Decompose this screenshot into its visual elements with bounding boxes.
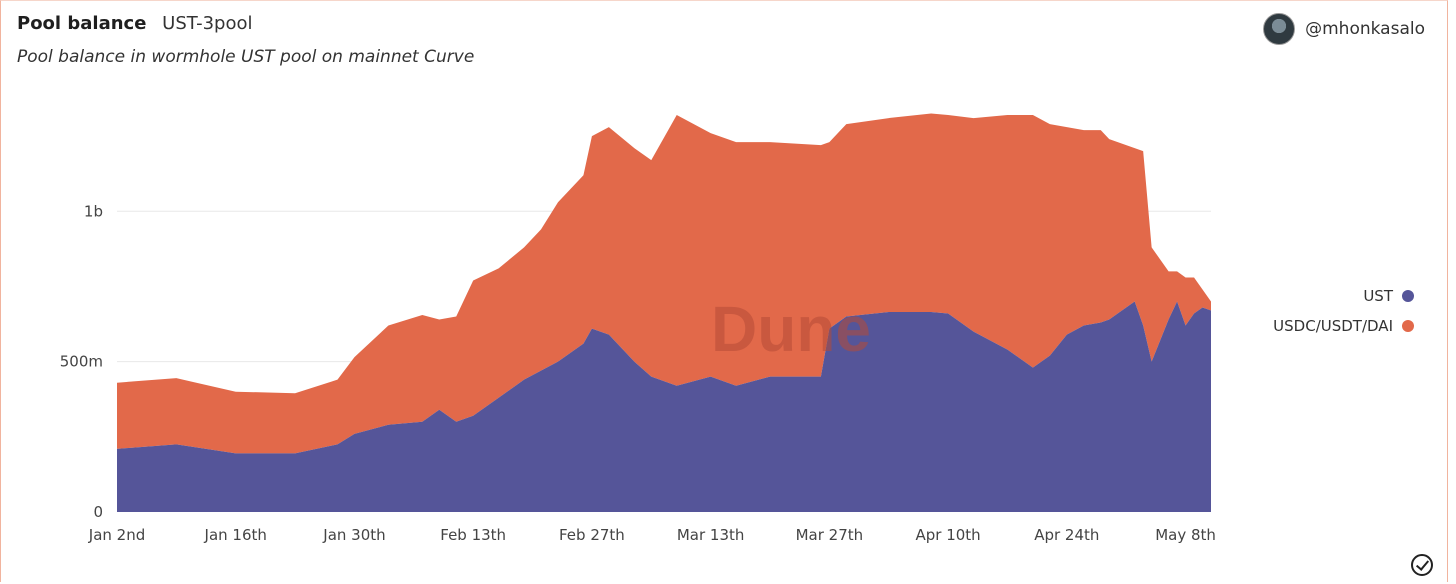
chart-title-bar: Pool balance UST-3pool	[17, 13, 252, 34]
y-tick-label: 0	[93, 503, 103, 521]
x-tick-label: Feb 27th	[559, 526, 625, 544]
y-tick-label: 500m	[60, 353, 103, 371]
series-area-ust	[117, 301, 1211, 512]
x-tick-label: Apr 24th	[1034, 526, 1099, 544]
legend-swatch	[1402, 290, 1414, 302]
avatar	[1263, 13, 1296, 45]
legend-label: UST	[1363, 287, 1394, 305]
author[interactable]: @mhonkasalo	[1263, 13, 1425, 45]
x-tick-label: Feb 13th	[440, 526, 506, 544]
x-tick-label: Mar 27th	[796, 526, 864, 544]
y-axis: 0 500m 1b	[60, 202, 103, 521]
area-series	[117, 113, 1211, 512]
checkmark-icon[interactable]	[1411, 554, 1433, 576]
x-tick-label: Mar 13th	[677, 526, 745, 544]
dune-watermark: Dune	[711, 293, 871, 365]
series-area-usdc-usdt-dai	[117, 113, 1211, 454]
legend: UST USDC/USDT/DAI	[1273, 287, 1414, 335]
y-tick-label: 1b	[84, 202, 103, 220]
x-axis: Jan 2nd Jan 16th Jan 30th Feb 13th Feb 27th M…	[88, 526, 1216, 544]
x-tick-label: Jan 2nd	[88, 526, 145, 544]
query-name[interactable]: UST-3pool	[162, 13, 253, 34]
chart-title: Pool balance	[17, 13, 147, 34]
x-tick-label: Jan 30th	[322, 526, 385, 544]
legend-label: USDC/USDT/DAI	[1273, 317, 1393, 335]
chart-subtitle: Pool balance in wormhole UST pool on mai…	[17, 47, 475, 67]
legend-swatch	[1402, 320, 1414, 332]
author-handle[interactable]: @mhonkasalo	[1305, 19, 1425, 39]
x-tick-label: Jan 16th	[204, 526, 267, 544]
x-tick-label: May 8th	[1155, 526, 1216, 544]
x-tick-label: Apr 10th	[915, 526, 980, 544]
